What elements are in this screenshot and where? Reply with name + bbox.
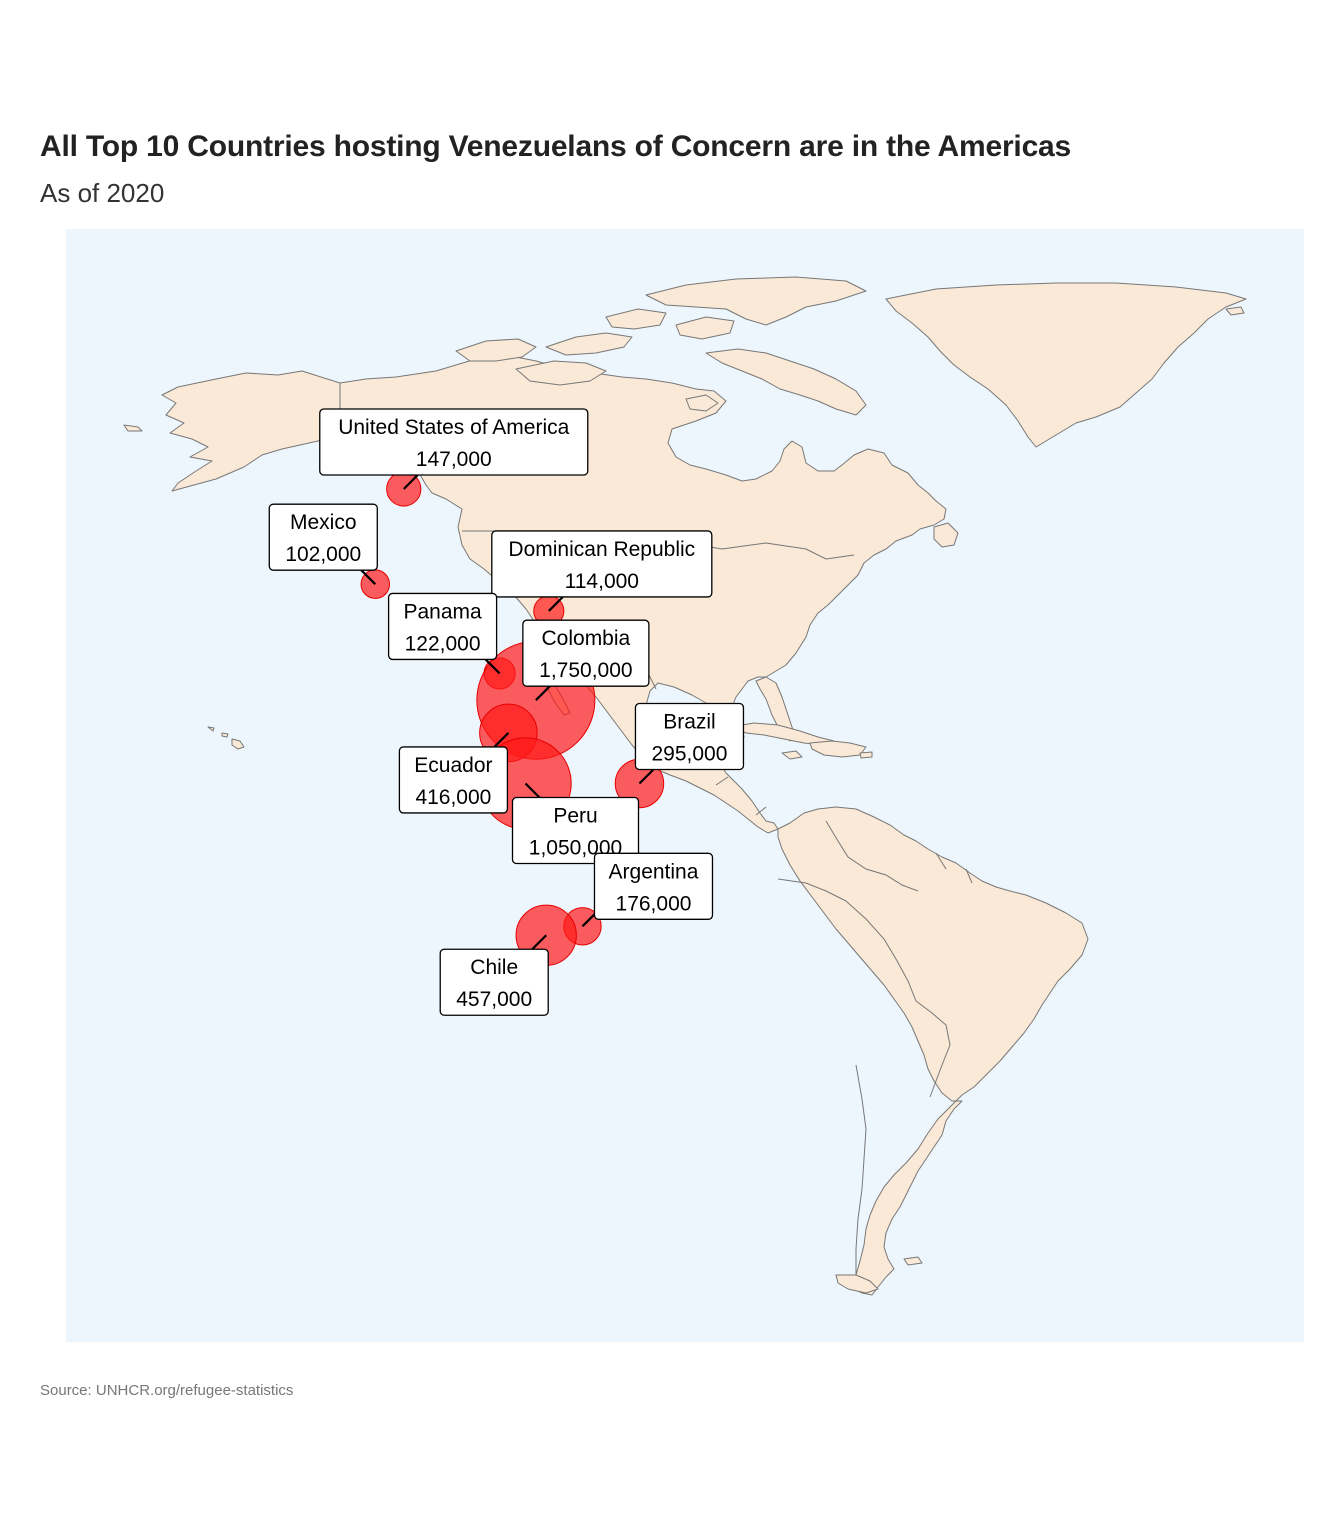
label-mexico: Mexico 102,000	[268, 503, 378, 571]
source-note: Source: UNHCR.org/refugee-statistics	[40, 1382, 294, 1399]
label-chile: Chile 457,000	[439, 948, 549, 1016]
label-box	[491, 530, 713, 598]
land-arctic-islands-2	[545, 332, 633, 356]
label-country: Peru	[553, 805, 597, 828]
label-dominican-republic: Dominican Republic 114,000	[491, 530, 713, 598]
leader-united-states-of-america	[402, 474, 419, 490]
label-country: Dominican Republic	[508, 538, 695, 561]
label-value: 102,000	[285, 543, 361, 566]
leader-brazil	[638, 768, 655, 785]
label-value: 295,000	[651, 743, 727, 766]
label-value: 122,000	[405, 632, 481, 655]
land-greenland	[885, 282, 1247, 448]
label-box	[387, 592, 498, 661]
border-peru-brazil	[845, 900, 917, 1002]
label-box	[522, 619, 650, 687]
label-country: Mexico	[290, 511, 357, 534]
land-newfoundland	[933, 522, 959, 548]
border-colombia-venezuela	[825, 820, 919, 892]
label-value: 1,750,000	[539, 659, 632, 682]
label-country: Brazil	[663, 711, 716, 734]
label-box	[593, 852, 714, 920]
land-baffin	[705, 348, 867, 416]
label-united-states-of-america: United States of America 147,000	[319, 408, 589, 476]
leader-colombia	[535, 685, 551, 701]
land-aleutians	[123, 424, 143, 432]
land-alaska	[161, 370, 341, 492]
label-box	[511, 796, 640, 865]
land-arctic-islands-4	[675, 316, 735, 340]
label-argentina: Argentina 176,000	[593, 852, 714, 920]
border-chile-argentina	[855, 1064, 867, 1275]
label-layer: United States of America 147,000 Mexico 102…	[268, 408, 745, 1016]
label-box	[634, 702, 745, 771]
land-iceland-edge	[1225, 306, 1245, 316]
land-ellesmere	[645, 276, 867, 326]
label-country: Ecuador	[414, 754, 492, 777]
label-ecuador: Ecuador 416,000	[398, 746, 509, 814]
label-value: 147,000	[416, 448, 492, 471]
label-colombia: Colombia 1,750,000	[522, 619, 650, 687]
label-country: Colombia	[542, 627, 631, 650]
border-argentina-brazil	[929, 1064, 943, 1098]
leader-chile	[531, 934, 547, 951]
chart-subtitle: As of 2020	[40, 178, 165, 208]
land-southampton	[685, 394, 719, 412]
leader-panama	[484, 658, 501, 675]
label-value: 416,000	[415, 786, 491, 809]
label-brazil: Brazil 295,000	[634, 702, 745, 771]
label-value: 114,000	[565, 570, 639, 593]
label-country: Argentina	[609, 860, 699, 883]
land-tierra-del-fuego	[835, 1274, 879, 1294]
label-value: 457,000	[456, 988, 532, 1011]
land-falklands	[903, 1256, 923, 1266]
leader-peru	[524, 782, 541, 799]
map-panel: United States of America 147,000 Mexico 102…	[66, 229, 1304, 1342]
chart-title: All Top 10 Countries hosting Venezuelans…	[40, 130, 1072, 163]
leader-ecuador	[493, 732, 510, 748]
land-arctic-islands-1	[455, 338, 537, 362]
label-value: 176,000	[616, 892, 692, 915]
border-colombia-ecuador	[777, 878, 847, 902]
label-country: Chile	[470, 956, 518, 979]
label-box	[398, 746, 509, 814]
land-hawaii	[207, 726, 245, 750]
border-brazil-bolivia	[915, 1000, 951, 1066]
label-panama: Panama 122,000	[387, 592, 498, 661]
land-puerto-rico	[859, 751, 873, 759]
land-jamaica	[781, 750, 803, 760]
label-country: Panama	[403, 600, 482, 623]
land-south-america	[777, 806, 1089, 1296]
land-victoria-island	[515, 360, 607, 386]
leader-mexico	[360, 569, 377, 585]
leader-dominican-republic	[548, 596, 564, 612]
label-country: United States of America	[338, 416, 569, 439]
label-box	[268, 503, 378, 571]
land-arctic-islands-3	[605, 308, 667, 330]
americas-map: United States of America 147,000 Mexico 102…	[66, 229, 1304, 1342]
label-box	[319, 408, 589, 476]
border-guianas	[935, 852, 973, 884]
label-box	[439, 948, 549, 1016]
